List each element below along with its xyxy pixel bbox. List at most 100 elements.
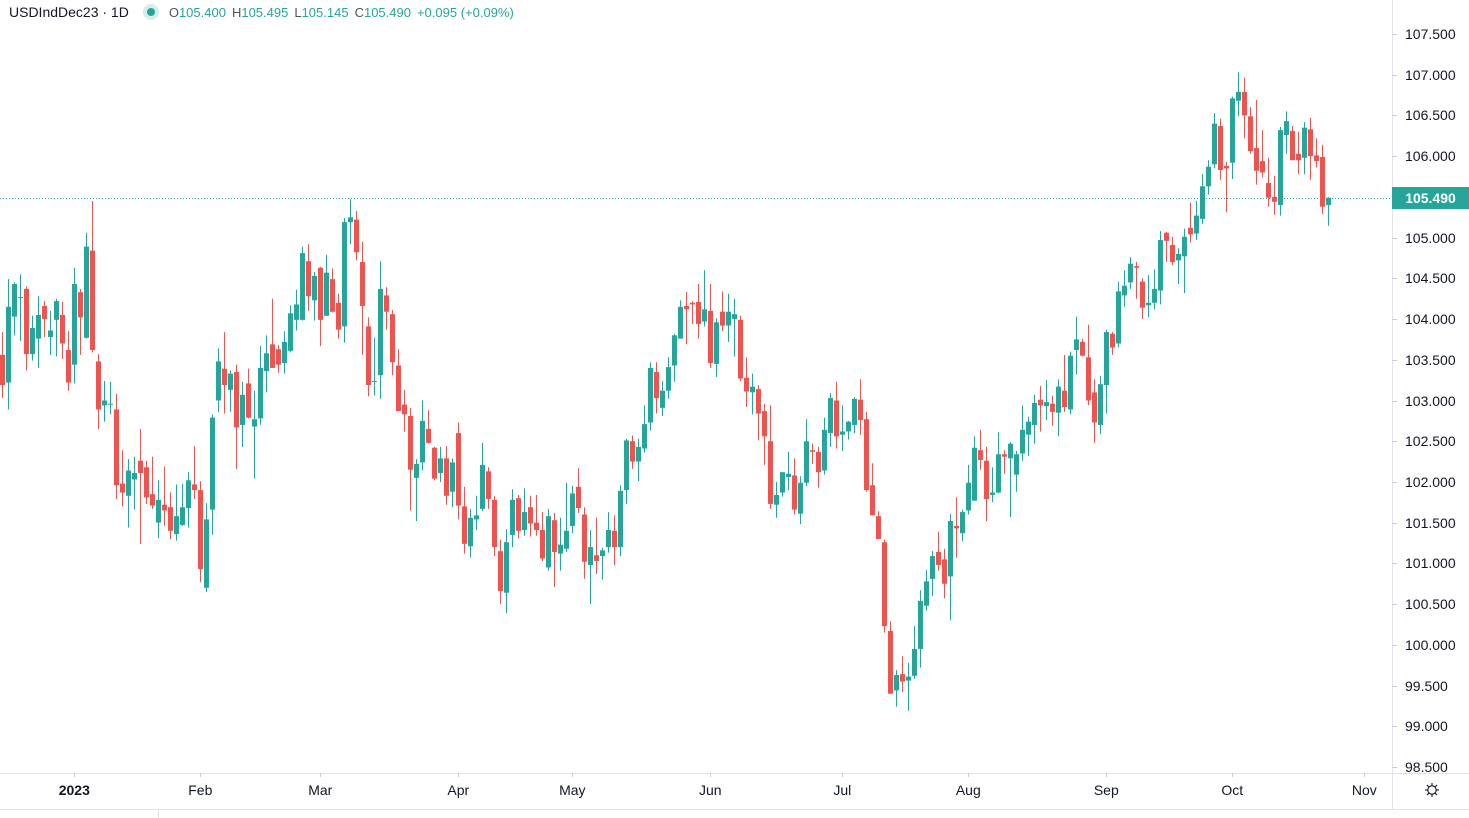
candle[interactable] bbox=[1218, 118, 1223, 180]
candle[interactable] bbox=[18, 274, 23, 342]
candle[interactable] bbox=[468, 508, 473, 558]
candle[interactable] bbox=[870, 463, 875, 516]
candle[interactable] bbox=[654, 362, 659, 414]
candle[interactable] bbox=[204, 503, 209, 592]
candle[interactable] bbox=[936, 531, 941, 571]
candle[interactable] bbox=[726, 293, 731, 342]
candle[interactable] bbox=[1314, 138, 1319, 168]
candle[interactable] bbox=[672, 333, 677, 382]
candle[interactable] bbox=[522, 488, 527, 536]
candle[interactable] bbox=[732, 298, 737, 357]
candle[interactable] bbox=[1110, 332, 1115, 355]
candle[interactable] bbox=[396, 349, 401, 412]
candle[interactable] bbox=[1164, 231, 1169, 263]
candle[interactable] bbox=[492, 495, 497, 557]
candle[interactable] bbox=[1248, 107, 1253, 154]
candle[interactable] bbox=[564, 482, 569, 552]
candle[interactable] bbox=[774, 481, 779, 518]
candle[interactable] bbox=[828, 393, 833, 447]
candle[interactable] bbox=[498, 539, 503, 605]
candle[interactable] bbox=[330, 268, 335, 313]
candle[interactable] bbox=[168, 492, 173, 539]
candle[interactable] bbox=[570, 486, 575, 534]
candle[interactable] bbox=[138, 429, 143, 544]
candle[interactable] bbox=[234, 364, 239, 469]
candle[interactable] bbox=[1242, 77, 1247, 139]
candle[interactable] bbox=[1320, 144, 1325, 214]
candle[interactable] bbox=[120, 450, 125, 507]
candle[interactable] bbox=[516, 494, 521, 539]
candle[interactable] bbox=[1062, 354, 1067, 412]
candle[interactable] bbox=[1260, 130, 1265, 178]
candle[interactable] bbox=[252, 390, 257, 479]
candle[interactable] bbox=[1020, 405, 1025, 461]
candle[interactable] bbox=[1098, 376, 1103, 434]
candle[interactable] bbox=[864, 411, 869, 492]
candle[interactable] bbox=[1230, 96, 1235, 179]
candle[interactable] bbox=[198, 481, 203, 583]
candle[interactable] bbox=[438, 446, 443, 482]
candle[interactable] bbox=[648, 362, 653, 431]
candle[interactable] bbox=[900, 656, 905, 693]
candle[interactable] bbox=[78, 288, 83, 355]
candle[interactable] bbox=[546, 508, 551, 571]
candle[interactable] bbox=[66, 331, 71, 391]
candle[interactable] bbox=[1116, 281, 1121, 348]
candle[interactable] bbox=[684, 292, 689, 345]
candle[interactable] bbox=[132, 456, 137, 510]
candle[interactable] bbox=[180, 483, 185, 526]
candle[interactable] bbox=[354, 210, 359, 261]
candle[interactable] bbox=[858, 379, 863, 435]
candle[interactable] bbox=[264, 335, 269, 393]
candle[interactable] bbox=[588, 529, 593, 605]
candle[interactable] bbox=[108, 381, 113, 415]
candle[interactable] bbox=[804, 419, 809, 487]
candle[interactable] bbox=[822, 417, 827, 475]
candle[interactable] bbox=[210, 414, 215, 535]
candle[interactable] bbox=[540, 512, 545, 561]
candle[interactable] bbox=[360, 241, 365, 355]
symbol-title[interactable]: USDIndDec23 · 1D bbox=[9, 4, 129, 20]
candle[interactable] bbox=[1176, 248, 1181, 285]
candle[interactable] bbox=[312, 271, 317, 321]
candle[interactable] bbox=[420, 400, 425, 471]
candle[interactable] bbox=[942, 548, 947, 599]
candle[interactable] bbox=[558, 517, 563, 571]
candle[interactable] bbox=[1134, 262, 1139, 299]
candle[interactable] bbox=[624, 438, 629, 504]
candle[interactable] bbox=[798, 476, 803, 525]
candle[interactable] bbox=[1284, 111, 1289, 154]
candle[interactable] bbox=[930, 551, 935, 596]
candle[interactable] bbox=[318, 266, 323, 346]
candle[interactable] bbox=[48, 310, 53, 355]
candle[interactable] bbox=[696, 284, 701, 339]
candle[interactable] bbox=[630, 435, 635, 469]
candle[interactable] bbox=[636, 438, 641, 482]
candle[interactable] bbox=[462, 486, 467, 554]
candle[interactable] bbox=[84, 232, 89, 339]
candle[interactable] bbox=[750, 373, 755, 415]
candle[interactable] bbox=[1152, 269, 1157, 310]
candle[interactable] bbox=[150, 456, 155, 509]
candle[interactable] bbox=[282, 331, 287, 374]
candle[interactable] bbox=[882, 539, 887, 633]
candle[interactable] bbox=[186, 472, 191, 528]
candle[interactable] bbox=[792, 458, 797, 515]
candle[interactable] bbox=[300, 246, 305, 321]
candle[interactable] bbox=[1212, 113, 1217, 169]
candle[interactable] bbox=[960, 509, 965, 542]
candle[interactable] bbox=[918, 590, 923, 668]
candle[interactable] bbox=[144, 460, 149, 504]
candle[interactable] bbox=[444, 446, 449, 505]
candle[interactable] bbox=[366, 317, 371, 397]
candle[interactable] bbox=[924, 569, 929, 611]
candle[interactable] bbox=[1194, 200, 1199, 241]
candle[interactable] bbox=[456, 422, 461, 520]
candle[interactable] bbox=[708, 284, 713, 368]
candle[interactable] bbox=[156, 480, 161, 539]
candle[interactable] bbox=[1170, 236, 1175, 266]
candle[interactable] bbox=[600, 547, 605, 580]
candle[interactable] bbox=[342, 218, 347, 343]
candle[interactable] bbox=[372, 337, 377, 396]
